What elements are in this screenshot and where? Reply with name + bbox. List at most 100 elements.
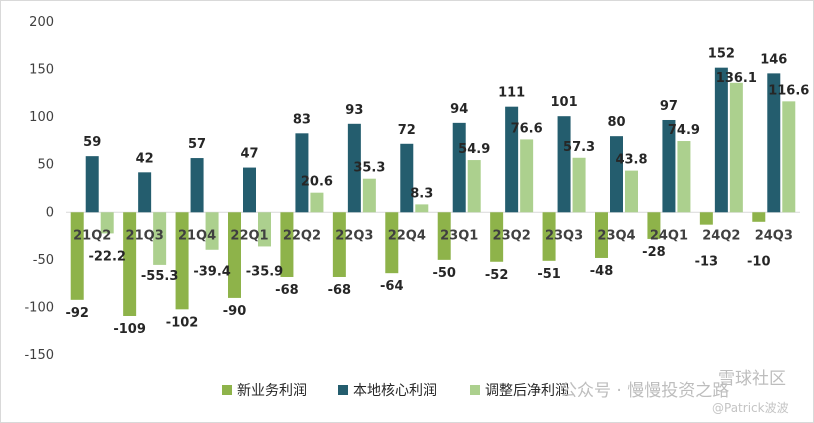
bar-core-local-21Q2 <box>85 156 99 213</box>
bar-core-local-23Q3 <box>557 116 571 213</box>
category-label: 24Q1 <box>650 228 688 243</box>
bar-core-local-23Q2 <box>505 106 519 213</box>
bar-adjusted-net-22Q1 <box>258 212 271 247</box>
bar-new-business-23Q1 <box>437 212 451 260</box>
bar-adjusted-net-22Q4 <box>415 204 429 213</box>
data-label-new-business: -28 <box>642 245 666 260</box>
data-label-core-local: 80 <box>607 115 625 130</box>
data-label-core-local: 42 <box>136 151 154 166</box>
y-tick-label: -150 <box>24 348 54 363</box>
data-label-adjusted-net: 74.9 <box>668 123 700 138</box>
bar-new-business-22Q4 <box>385 212 399 274</box>
legend-swatch-new-business <box>222 385 232 395</box>
data-label-new-business: -13 <box>695 254 719 269</box>
data-label-adjusted-net: 57.3 <box>563 140 595 155</box>
bar-core-local-22Q2 <box>295 133 309 213</box>
data-label-adjusted-net: 116.6 <box>768 83 809 98</box>
category-label: 24Q2 <box>702 228 740 243</box>
y-tick-label: 100 <box>29 110 54 125</box>
category-label: 23Q4 <box>597 228 635 243</box>
y-tick-label: 150 <box>29 63 54 78</box>
bars-layer <box>70 67 796 316</box>
category-label: 23Q1 <box>440 228 478 243</box>
watermark-community: 雪球社区 <box>718 369 786 389</box>
data-label-adjusted-net: 35.3 <box>353 161 385 176</box>
data-label-core-local: 152 <box>708 47 735 62</box>
bar-adjusted-net-21Q3 <box>153 212 167 265</box>
bar-adjusted-net-21Q4 <box>205 212 219 250</box>
data-label-new-business: -90 <box>223 304 247 319</box>
data-label-core-local: 93 <box>345 103 363 118</box>
y-tick-label: -50 <box>33 253 54 268</box>
data-label-new-business: -102 <box>166 315 199 330</box>
data-label-new-business: -68 <box>328 283 352 298</box>
bar-adjusted-net-24Q1 <box>677 141 691 213</box>
category-label: 24Q3 <box>755 228 793 243</box>
watermark-text: 公众号 · 慢慢投资之路 <box>560 380 729 401</box>
watermark-handle: @Patrick波波 <box>712 401 789 415</box>
bar-core-local-23Q4 <box>610 136 623 213</box>
data-label-core-local: 83 <box>293 112 311 127</box>
bar-core-local-22Q3 <box>347 123 361 213</box>
bar-new-business-21Q4 <box>175 212 189 310</box>
data-label-adjusted-net: -55.3 <box>141 269 178 284</box>
legend-label-new-business: 新业务利润 <box>237 383 307 399</box>
y-tick-label: -100 <box>24 300 54 315</box>
data-label-new-business: -68 <box>275 283 299 298</box>
data-label-new-business: -64 <box>380 279 404 294</box>
category-label: 21Q3 <box>126 228 164 243</box>
legend-label-core-local: 本地核心利润 <box>353 383 437 399</box>
data-label-core-local: 111 <box>498 86 525 101</box>
data-label-core-local: 47 <box>240 147 258 162</box>
data-label-adjusted-net: 8.3 <box>410 186 433 201</box>
legend-swatch-adjusted-net <box>470 385 480 395</box>
category-label: 22Q4 <box>388 228 426 243</box>
legend: 新业务利润 本地核心利润 调整后净利润 <box>222 383 569 399</box>
bar-new-business-22Q2 <box>280 212 294 277</box>
category-label: 22Q2 <box>283 228 321 243</box>
bar-new-business-21Q2 <box>70 212 84 300</box>
bar-new-business-21Q3 <box>123 212 137 316</box>
watermark: 公众号 · 慢慢投资之路 @Patrick波波 雪球社区 <box>560 369 789 415</box>
data-label-adjusted-net: 20.6 <box>301 175 333 190</box>
data-label-new-business: -48 <box>590 264 614 279</box>
bar-adjusted-net-23Q4 <box>625 170 638 213</box>
data-label-core-local: 94 <box>450 102 468 117</box>
bar-new-business-24Q3 <box>752 212 766 222</box>
bar-adjusted-net-22Q2 <box>310 192 324 213</box>
labels-layer: 21Q2 21Q3 21Q4 22Q1 22Q2 22Q3 22Q4 23Q1 23Q2 23Q3… <box>65 47 809 337</box>
data-label-core-local: 72 <box>398 123 416 138</box>
bar-core-local-24Q1 <box>662 119 676 213</box>
category-label: 21Q4 <box>178 228 216 243</box>
data-label-adjusted-net: -22.2 <box>88 249 125 264</box>
data-label-adjusted-net: -35.9 <box>246 264 283 279</box>
bar-core-local-23Q1 <box>452 122 466 213</box>
data-label-core-local: 59 <box>83 135 101 150</box>
bar-new-business-23Q3 <box>542 212 556 261</box>
y-tick-label: 50 <box>37 158 54 173</box>
data-label-core-local: 57 <box>188 137 206 152</box>
legend-label-adjusted-net: 调整后净利润 <box>485 383 569 399</box>
data-label-core-local: 97 <box>660 99 678 114</box>
category-label: 21Q2 <box>73 228 111 243</box>
data-label-new-business: -109 <box>113 322 146 337</box>
bar-core-local-24Q3 <box>767 73 781 213</box>
bar-core-local-21Q4 <box>190 158 204 213</box>
legend-swatch-core-local <box>338 385 348 395</box>
bar-adjusted-net-23Q2 <box>520 139 534 213</box>
data-label-adjusted-net: 76.6 <box>511 121 543 136</box>
data-label-adjusted-net: -39.4 <box>193 264 230 279</box>
bar-adjusted-net-23Q3 <box>572 157 586 213</box>
bar-core-local-24Q2 <box>714 67 728 213</box>
bar-adjusted-net-22Q3 <box>362 178 376 213</box>
bar-new-business-23Q4 <box>595 212 608 258</box>
bar-core-local-22Q1 <box>243 167 256 213</box>
data-label-core-local: 101 <box>551 95 578 110</box>
y-tick-label: 200 <box>29 15 54 30</box>
data-label-new-business: -52 <box>485 268 509 283</box>
data-label-adjusted-net: 43.8 <box>615 153 647 168</box>
data-label-new-business: -51 <box>537 267 561 282</box>
bar-new-business-23Q2 <box>490 212 504 262</box>
y-tick-label: 0 <box>46 205 54 220</box>
